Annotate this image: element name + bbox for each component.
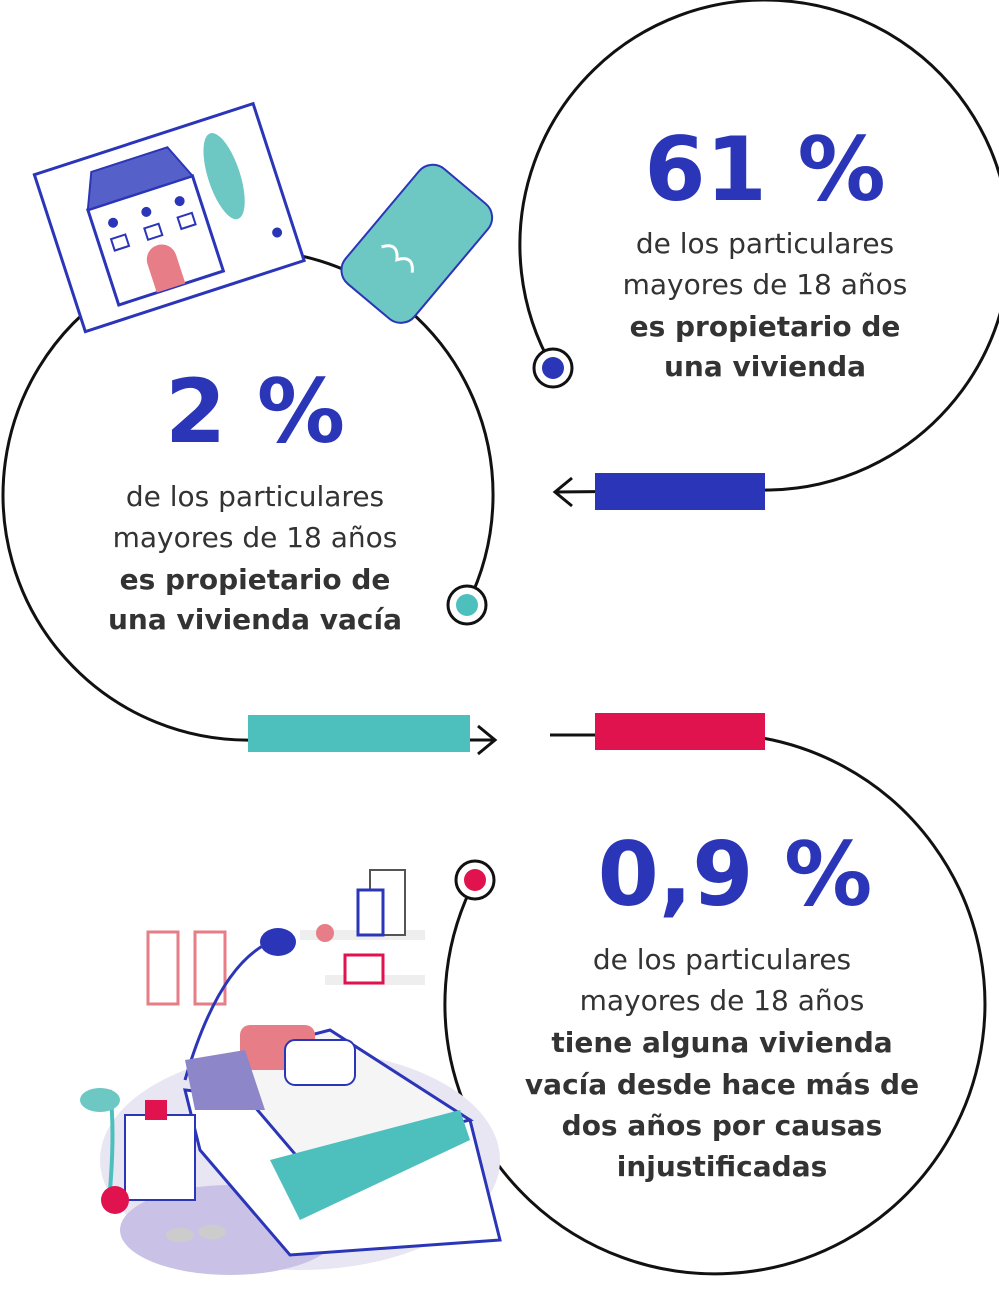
stat-line: de los particulares bbox=[126, 480, 384, 513]
stat-line: de los particulares bbox=[593, 943, 851, 976]
dot-blue bbox=[532, 347, 574, 389]
stat-line: de los particulares bbox=[636, 227, 894, 260]
stat-bold-line: vacía desde hace más de bbox=[525, 1068, 919, 1101]
stat-value: 0,9 % bbox=[598, 823, 873, 926]
stat-bold-line: tiene alguna vivienda bbox=[551, 1026, 892, 1059]
bedroom-illustration bbox=[80, 869, 502, 1275]
stat-line: mayores de 18 años bbox=[580, 984, 865, 1017]
house-illustration bbox=[32, 101, 494, 334]
stat-bold-line: es propietario de bbox=[630, 310, 901, 343]
stat-value: 61 % bbox=[644, 118, 885, 221]
dot-teal bbox=[446, 584, 488, 626]
stat-value: 2 % bbox=[165, 360, 345, 463]
stat-line: mayores de 18 años bbox=[113, 521, 398, 554]
teal-bar bbox=[248, 715, 470, 752]
arrow-2 bbox=[477, 724, 498, 756]
circle-path-1 bbox=[518, 0, 999, 494]
red-bar bbox=[595, 713, 765, 750]
arrow-1 bbox=[552, 476, 573, 508]
blue-bar bbox=[595, 473, 765, 510]
stat-bold-line: es propietario de bbox=[120, 563, 391, 596]
stat-bold-line: una vivienda bbox=[664, 350, 866, 383]
stat-line: mayores de 18 años bbox=[623, 268, 908, 301]
stat-bold-line: injustificadas bbox=[617, 1150, 828, 1183]
dot-red bbox=[454, 859, 496, 901]
stat-bold-line: una vivienda vacía bbox=[108, 603, 402, 636]
stat-bold-line: dos años por causas bbox=[562, 1109, 883, 1142]
